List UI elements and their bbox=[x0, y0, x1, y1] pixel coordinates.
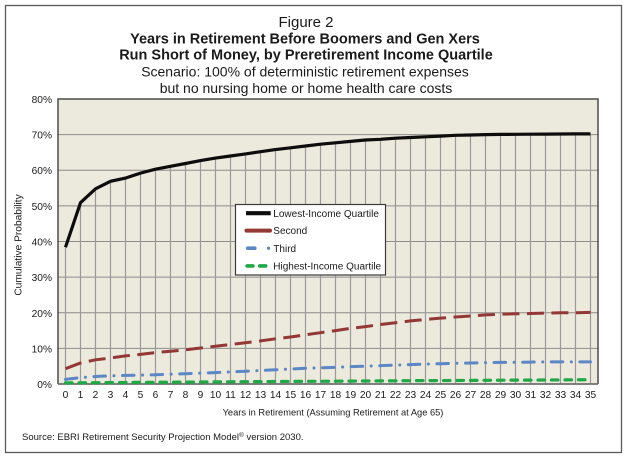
svg-text:but no nursing home or home he: but no nursing home or home health care … bbox=[160, 80, 453, 96]
svg-text:34: 34 bbox=[570, 390, 582, 401]
svg-text:70%: 70% bbox=[32, 131, 52, 142]
svg-text:26: 26 bbox=[450, 390, 462, 401]
svg-text:Cumulative Probability: Cumulative Probability bbox=[14, 193, 25, 295]
svg-text:13: 13 bbox=[255, 390, 267, 401]
svg-text:5: 5 bbox=[138, 390, 144, 401]
svg-text:Third: Third bbox=[273, 244, 296, 255]
svg-text:25: 25 bbox=[435, 390, 447, 401]
svg-text:Source: EBRI Retirement Securi: Source: EBRI Retirement Security Project… bbox=[22, 431, 304, 443]
svg-text:19: 19 bbox=[345, 390, 357, 401]
svg-text:11: 11 bbox=[225, 390, 236, 401]
svg-text:29: 29 bbox=[495, 390, 507, 401]
svg-text:16: 16 bbox=[300, 390, 312, 401]
svg-text:21: 21 bbox=[375, 390, 387, 401]
svg-text:Highest-Income Quartile: Highest-Income Quartile bbox=[273, 262, 381, 273]
svg-text:1: 1 bbox=[78, 390, 84, 401]
svg-text:35: 35 bbox=[585, 390, 597, 401]
svg-text:10: 10 bbox=[210, 390, 222, 401]
svg-text:27: 27 bbox=[465, 390, 477, 401]
svg-text:80%: 80% bbox=[32, 95, 52, 106]
svg-text:15: 15 bbox=[285, 390, 297, 401]
svg-text:40%: 40% bbox=[32, 238, 52, 249]
svg-text:50%: 50% bbox=[32, 202, 52, 213]
svg-text:20: 20 bbox=[360, 390, 372, 401]
svg-text:Run Short of Money, by Prereti: Run Short of Money, by Preretirement Inc… bbox=[119, 48, 493, 64]
svg-text:Years in Retirement (Assuming: Years in Retirement (Assuming Retirement… bbox=[223, 407, 444, 417]
svg-text:23: 23 bbox=[405, 390, 417, 401]
svg-text:Lowest-Income Quartile: Lowest-Income Quartile bbox=[273, 209, 379, 220]
svg-text:3: 3 bbox=[108, 390, 114, 401]
svg-text:Second: Second bbox=[273, 226, 307, 237]
svg-text:6: 6 bbox=[153, 390, 159, 401]
svg-text:28: 28 bbox=[480, 390, 492, 401]
svg-text:14: 14 bbox=[270, 390, 282, 401]
svg-text:30%: 30% bbox=[32, 273, 52, 284]
svg-text:7: 7 bbox=[168, 390, 174, 401]
svg-text:Figure 2: Figure 2 bbox=[278, 14, 333, 31]
svg-text:22: 22 bbox=[390, 390, 402, 401]
svg-text:9: 9 bbox=[198, 390, 204, 401]
svg-text:18: 18 bbox=[330, 390, 342, 401]
svg-text:Scenario: 100% of deterministi: Scenario: 100% of deterministic retireme… bbox=[141, 64, 469, 80]
svg-text:Years in Retirement Before Boo: Years in Retirement Before Boomers and G… bbox=[130, 32, 480, 48]
svg-text:33: 33 bbox=[555, 390, 567, 401]
svg-text:8: 8 bbox=[183, 390, 189, 401]
svg-text:24: 24 bbox=[420, 390, 432, 401]
svg-text:4: 4 bbox=[123, 390, 129, 401]
svg-text:12: 12 bbox=[240, 390, 252, 401]
svg-text:10%: 10% bbox=[32, 344, 52, 355]
svg-text:17: 17 bbox=[315, 390, 327, 401]
svg-text:0%: 0% bbox=[37, 380, 52, 391]
svg-text:32: 32 bbox=[540, 390, 552, 401]
svg-text:0: 0 bbox=[63, 390, 69, 401]
svg-text:31: 31 bbox=[525, 390, 537, 401]
svg-text:2: 2 bbox=[93, 390, 99, 401]
svg-text:60%: 60% bbox=[32, 166, 52, 177]
svg-text:20%: 20% bbox=[32, 309, 52, 320]
svg-text:30: 30 bbox=[510, 390, 522, 401]
